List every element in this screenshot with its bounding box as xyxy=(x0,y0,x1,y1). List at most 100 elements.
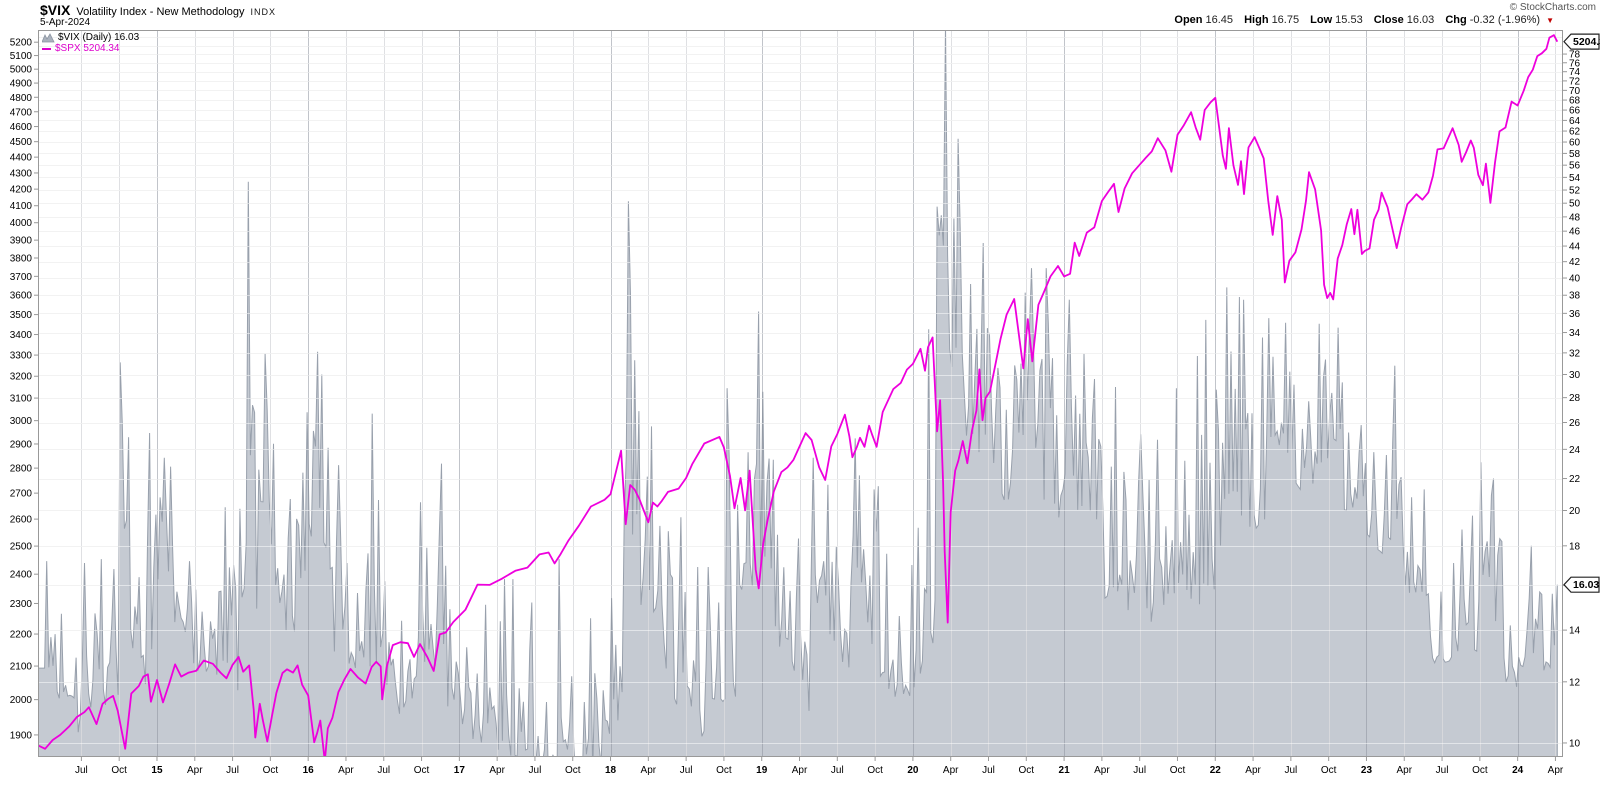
svg-text:Oct: Oct xyxy=(867,765,883,776)
svg-text:Jul: Jul xyxy=(1133,765,1146,776)
close-value: 16.03 xyxy=(1406,14,1435,26)
svg-text:16: 16 xyxy=(303,765,315,776)
svg-text:2700: 2700 xyxy=(10,489,33,500)
svg-text:5204.3: 5204.3 xyxy=(1573,36,1600,48)
svg-text:64: 64 xyxy=(1569,116,1581,127)
svg-text:Jul: Jul xyxy=(226,765,239,776)
svg-text:Oct: Oct xyxy=(111,765,127,776)
svg-text:3300: 3300 xyxy=(10,351,33,362)
right-axis-vix: 1012141618202224262830323436384042444648… xyxy=(1563,50,1581,749)
svg-text:3900: 3900 xyxy=(10,236,33,247)
vix-last-price-tag: 16.03 xyxy=(1563,576,1600,593)
svg-text:14: 14 xyxy=(1569,626,1581,637)
svg-text:Jul: Jul xyxy=(680,765,693,776)
left-axis-spx: 1900 2000 2100 2200 2300 2400 2500 2600 2700 2800… xyxy=(10,38,38,741)
stockcharts-credit: © StockCharts.com xyxy=(1509,2,1596,13)
svg-text:2200: 2200 xyxy=(10,630,33,641)
svg-text:Oct: Oct xyxy=(414,765,430,776)
svg-text:2100: 2100 xyxy=(10,662,33,673)
vertical-gridlines xyxy=(81,30,1556,757)
svg-text:70: 70 xyxy=(1569,86,1581,97)
svg-text:28: 28 xyxy=(1569,393,1581,404)
plot-border xyxy=(38,30,1563,757)
change-label: Chg xyxy=(1445,14,1467,26)
svg-text:Jul: Jul xyxy=(831,765,844,776)
svg-text:3800: 3800 xyxy=(10,254,33,265)
svg-text:2300: 2300 xyxy=(10,599,33,610)
svg-text:10: 10 xyxy=(1569,738,1581,749)
svg-text:22: 22 xyxy=(1210,765,1222,776)
svg-text:Apr: Apr xyxy=(943,765,959,776)
svg-text:3200: 3200 xyxy=(10,372,33,383)
svg-text:76: 76 xyxy=(1569,58,1581,69)
svg-text:34: 34 xyxy=(1569,328,1581,339)
change-value: -0.32 (-1.96%) xyxy=(1469,14,1541,26)
svg-text:2600: 2600 xyxy=(10,515,33,526)
legend-spx-label: $SPX 5204.34 xyxy=(55,43,120,54)
svg-text:Oct: Oct xyxy=(1019,765,1035,776)
svg-text:18: 18 xyxy=(1569,541,1581,552)
svg-text:4300: 4300 xyxy=(10,168,33,179)
svg-text:46: 46 xyxy=(1569,227,1581,238)
legend-item-spx[interactable]: $SPX 5204.34 xyxy=(42,43,139,54)
svg-text:Jul: Jul xyxy=(1436,765,1449,776)
close-label: Close xyxy=(1373,14,1404,26)
svg-text:50: 50 xyxy=(1569,199,1581,210)
low-value: 15.53 xyxy=(1335,14,1363,26)
chevron-down-icon[interactable]: ▼ xyxy=(1546,16,1554,25)
svg-text:3600: 3600 xyxy=(10,291,33,302)
svg-text:2900: 2900 xyxy=(10,439,33,450)
svg-text:2000: 2000 xyxy=(10,695,33,706)
svg-text:23: 23 xyxy=(1361,765,1373,776)
svg-text:16.03: 16.03 xyxy=(1573,579,1599,591)
svg-text:Jul: Jul xyxy=(529,765,542,776)
svg-text:21: 21 xyxy=(1059,765,1071,776)
svg-text:Jul: Jul xyxy=(377,765,390,776)
chart-header: $VIX Volatility Index - New Methodology IN… xyxy=(40,2,276,20)
chart-legend: $VIX (Daily) 16.03 $SPX 5204.34 xyxy=(42,32,139,54)
svg-text:4100: 4100 xyxy=(10,201,33,212)
svg-text:Apr: Apr xyxy=(792,765,808,776)
svg-text:20: 20 xyxy=(1569,506,1581,517)
svg-text:3700: 3700 xyxy=(10,272,33,283)
svg-text:5000: 5000 xyxy=(10,65,33,76)
svg-text:Oct: Oct xyxy=(565,765,581,776)
open-value: 16.45 xyxy=(1205,14,1234,26)
svg-text:62: 62 xyxy=(1569,127,1581,138)
open-label: Open xyxy=(1174,14,1203,26)
area-series-icon xyxy=(42,32,55,42)
legend-item-vix[interactable]: $VIX (Daily) 16.03 xyxy=(42,32,139,43)
svg-text:4400: 4400 xyxy=(10,153,33,164)
svg-text:68: 68 xyxy=(1569,96,1581,107)
svg-text:40: 40 xyxy=(1569,274,1581,285)
low-label: Low xyxy=(1310,14,1333,26)
svg-text:20: 20 xyxy=(907,765,919,776)
spx-last-price-tag: 5204.3 xyxy=(1563,33,1600,50)
svg-text:3000: 3000 xyxy=(10,416,33,427)
line-series-icon xyxy=(42,47,51,50)
svg-text:Oct: Oct xyxy=(1170,765,1186,776)
svg-text:Apr: Apr xyxy=(1245,765,1261,776)
legend-vix-label: $VIX (Daily) 16.03 xyxy=(58,32,140,43)
chart-title: Volatility Index - New Methodology xyxy=(76,6,245,18)
svg-text:2800: 2800 xyxy=(10,464,33,475)
svg-text:1900: 1900 xyxy=(10,730,33,741)
svg-text:32: 32 xyxy=(1569,348,1581,359)
svg-text:54: 54 xyxy=(1569,173,1581,184)
svg-text:24: 24 xyxy=(1569,445,1581,456)
svg-text:52: 52 xyxy=(1569,186,1581,197)
svg-text:Oct: Oct xyxy=(1472,765,1488,776)
svg-text:Apr: Apr xyxy=(1396,765,1412,776)
svg-text:38: 38 xyxy=(1569,291,1581,302)
svg-text:66: 66 xyxy=(1569,106,1581,117)
svg-text:56: 56 xyxy=(1569,161,1581,172)
svg-text:Apr: Apr xyxy=(1094,765,1110,776)
svg-text:15: 15 xyxy=(151,765,163,776)
svg-text:12: 12 xyxy=(1569,677,1581,688)
svg-text:Oct: Oct xyxy=(263,765,279,776)
spx-line-series xyxy=(38,34,1559,757)
svg-text:17: 17 xyxy=(454,765,466,776)
svg-text:3500: 3500 xyxy=(10,310,33,321)
ohlc-summary: Open 16.45 High 16.75 Low 15.53 Close 16.03 … xyxy=(1174,14,1554,26)
